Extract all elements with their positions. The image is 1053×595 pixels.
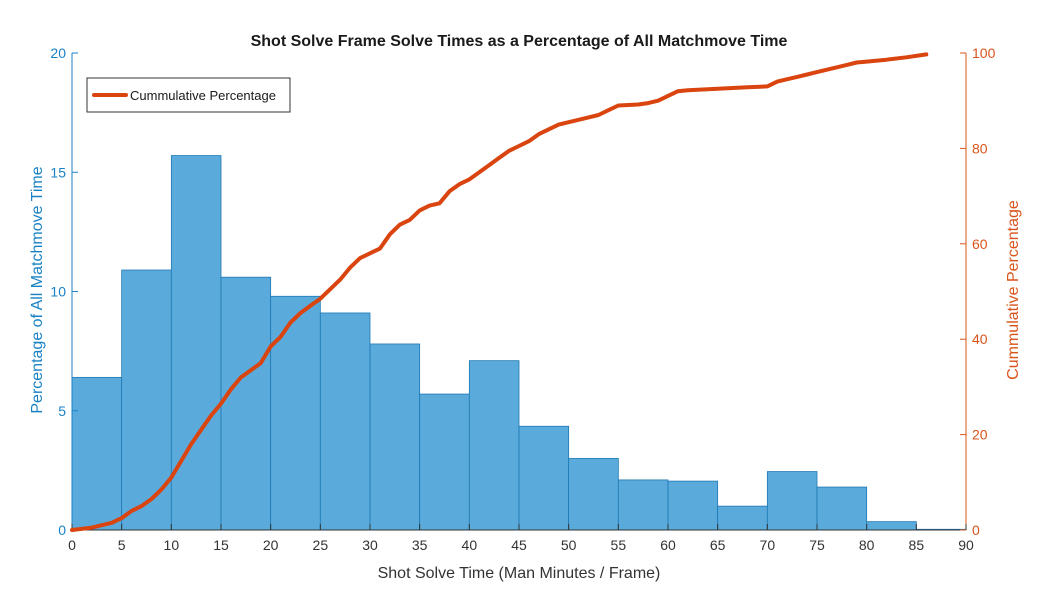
y-tick-label-right: 0 (972, 522, 980, 538)
histogram-bar (518, 425, 570, 531)
y-tick-label-left: 20 (50, 45, 66, 61)
axes-layer: 0 5 10 15 20 25 30 35 40 45 50 55 60 65 70 75 80 85 900510… (50, 45, 995, 553)
x-axis-label: Shot Solve Time (Man Minutes / Frame) (378, 565, 661, 582)
x-tick-label: 50 (561, 537, 577, 553)
bars-layer (71, 155, 967, 531)
x-tick-label: 40 (462, 537, 478, 553)
histogram-bar (667, 480, 719, 531)
y-tick-label-right: 80 (972, 140, 988, 156)
histogram-bar (568, 458, 619, 531)
x-tick-label: 30 (362, 537, 378, 553)
histogram-bar (270, 295, 321, 531)
x-tick-label: 15 (213, 537, 229, 553)
y-tick-label-left: 0 (58, 522, 66, 538)
histogram-bar (71, 376, 123, 531)
y-tick-label-right: 40 (972, 331, 988, 347)
x-tick-label: 5 (118, 537, 126, 553)
histogram-bar (717, 505, 768, 531)
histogram-bar (121, 269, 172, 531)
y-tick-label-left: 10 (50, 284, 66, 300)
x-tick-label: 60 (660, 537, 676, 553)
chart-title: Shot Solve Frame Solve Times as a Percen… (251, 33, 788, 50)
histogram-bar (319, 312, 371, 531)
x-tick-label: 80 (859, 537, 875, 553)
histogram-bar (468, 360, 520, 531)
x-tick-label: 85 (909, 537, 925, 553)
x-tick-label: 90 (958, 537, 974, 553)
histogram-bar (419, 393, 470, 531)
x-tick-label: 25 (313, 537, 329, 553)
histogram-bar (766, 471, 818, 531)
y-axis-label-right: Cummulative Percentage (1005, 200, 1022, 380)
x-tick-label: 0 (68, 537, 76, 553)
x-tick-label: 45 (511, 537, 527, 553)
y-axis-label-left: Percentage of All Matchmove Time (29, 166, 46, 413)
line-layer (70, 52, 929, 532)
y-tick-label-left: 5 (58, 403, 66, 419)
x-tick-label: 55 (611, 537, 627, 553)
y-tick-label-right: 20 (972, 427, 988, 443)
x-tick-label: 35 (412, 537, 428, 553)
histogram-bar (866, 521, 917, 531)
histogram-bar (617, 479, 669, 531)
legend: Cummulative Percentage (86, 77, 291, 113)
histogram-bar (369, 343, 421, 531)
histogram-bar (816, 486, 868, 531)
histogram-bar (170, 155, 222, 531)
histogram-bar (220, 276, 272, 531)
x-tick-label: 20 (263, 537, 279, 553)
y-tick-label-right: 60 (972, 236, 988, 252)
y-tick-label-left: 15 (50, 164, 66, 180)
y-tick-label-right: 100 (972, 45, 996, 61)
x-tick-label: 65 (710, 537, 726, 553)
legend-entry-label: Cummulative Percentage (130, 88, 276, 103)
x-tick-label: 10 (164, 537, 180, 553)
cumulative-percentage-line (70, 52, 929, 532)
x-tick-label: 75 (809, 537, 825, 553)
x-tick-label: 70 (760, 537, 776, 553)
